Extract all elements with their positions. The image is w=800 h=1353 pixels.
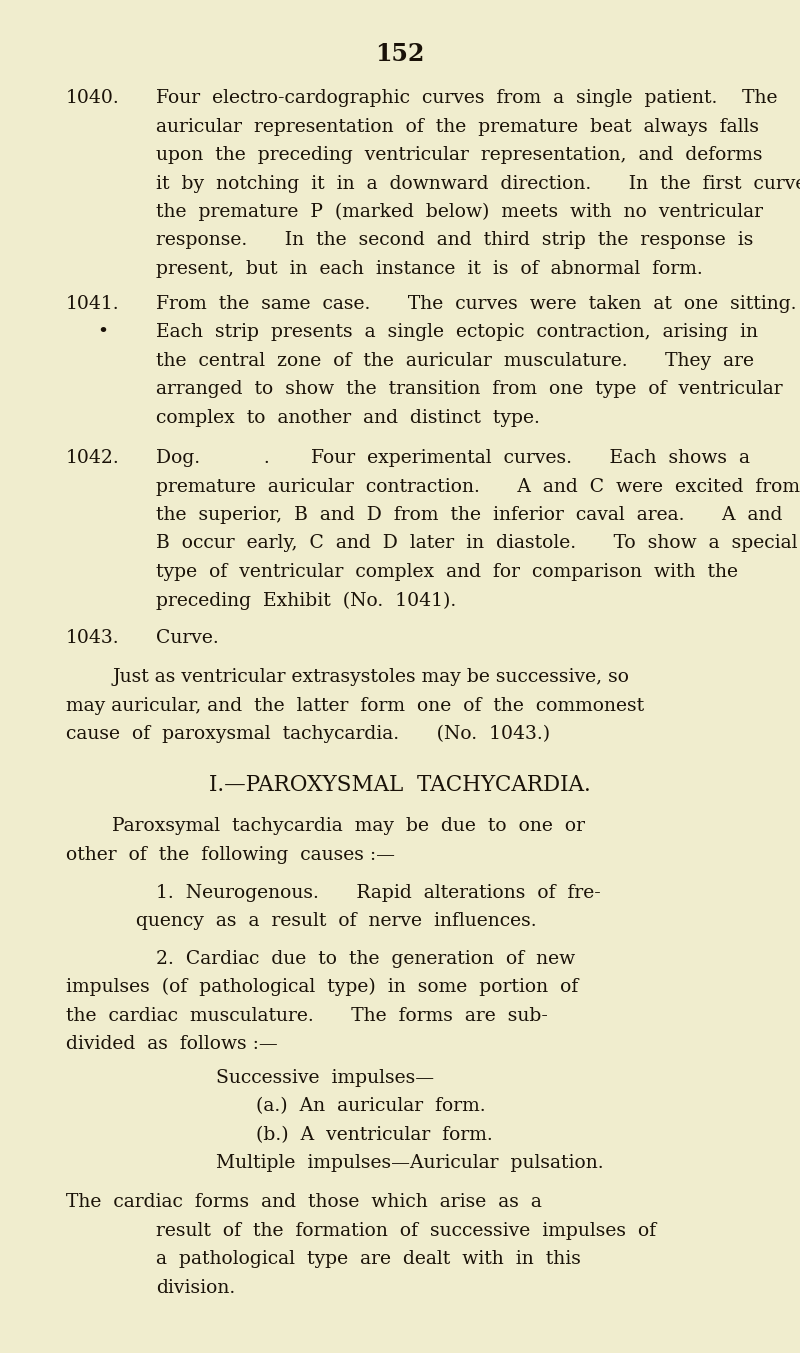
- Text: preceding  Exhibit  (No.  1041).: preceding Exhibit (No. 1041).: [156, 591, 456, 609]
- Text: Dog.     .   Four  experimental  curves.  Each  shows  a: Dog. . Four experimental curves. Each sh…: [156, 449, 750, 467]
- Text: auricular  representation  of  the  premature  beat  always  falls: auricular representation of the prematur…: [156, 118, 759, 135]
- Text: impulses  (of  pathological  type)  in  some  portion  of: impulses (of pathological type) in some …: [66, 978, 578, 996]
- Text: a  pathological  type  are  dealt  with  in  this: a pathological type are dealt with in th…: [156, 1250, 581, 1268]
- Text: Each  strip  presents  a  single  ectopic  contraction,  arising  in: Each strip presents a single ectopic con…: [156, 323, 758, 341]
- Text: 1042.: 1042.: [66, 449, 119, 467]
- Text: arranged  to  show  the  transition  from  one  type  of  ventricular: arranged to show the transition from one…: [156, 380, 782, 398]
- Text: 1043.: 1043.: [66, 629, 119, 647]
- Text: Successive  impulses—: Successive impulses—: [216, 1069, 434, 1086]
- Text: (b.)  A  ventricular  form.: (b.) A ventricular form.: [256, 1126, 493, 1143]
- Text: 1041.: 1041.: [66, 295, 119, 313]
- Text: Just as ventricular extrasystoles may be successive, so: Just as ventricular extrasystoles may be…: [112, 668, 629, 686]
- Text: the  central  zone  of  the  auricular  musculature.  They  are: the central zone of the auricular muscul…: [156, 352, 754, 369]
- Text: may auricular, and  the  latter  form  one  of  the  commonest: may auricular, and the latter form one o…: [66, 697, 644, 714]
- Text: the  premature  P  (marked  below)  meets  with  no  ventricular: the premature P (marked below) meets wit…: [156, 203, 763, 221]
- Text: Curve.: Curve.: [156, 629, 218, 647]
- Text: Multiple  impulses—Auricular  pulsation.: Multiple impulses—Auricular pulsation.: [216, 1154, 604, 1172]
- Text: Paroxsymal  tachycardia  may  be  due  to  one  or: Paroxsymal tachycardia may be due to one…: [112, 817, 585, 835]
- Text: quency  as  a  result  of  nerve  influences.: quency as a result of nerve influences.: [136, 912, 537, 930]
- Text: 152: 152: [375, 42, 425, 66]
- Text: upon  the  preceding  ventricular  representation,  and  deforms: upon the preceding ventricular represent…: [156, 146, 762, 164]
- Text: premature  auricular  contraction.  A  and  C  were  excited  from: premature auricular contraction. A and C…: [156, 478, 800, 495]
- Text: From  the  same  case.  The  curves  were  taken  at  one  sitting.: From the same case. The curves were take…: [156, 295, 797, 313]
- Text: I.—PAROXYSMAL  TACHYCARDIA.: I.—PAROXYSMAL TACHYCARDIA.: [209, 774, 591, 796]
- Text: 1040.: 1040.: [66, 89, 119, 107]
- Text: 2.  Cardiac  due  to  the  generation  of  new: 2. Cardiac due to the generation of new: [156, 950, 575, 967]
- Text: (a.)  An  auricular  form.: (a.) An auricular form.: [256, 1097, 486, 1115]
- Text: B  occur  early,  C  and  D  later  in  diastole.  To  show  a  special: B occur early, C and D later in diastole…: [156, 534, 798, 552]
- Text: cause  of  paroxysmal  tachycardia.  (No.  1043.): cause of paroxysmal tachycardia. (No. 10…: [66, 725, 550, 743]
- Text: division.: division.: [156, 1279, 235, 1296]
- Text: other  of  the  following  causes :—: other of the following causes :—: [66, 846, 394, 863]
- Text: •: •: [98, 323, 109, 341]
- Text: present,  but  in  each  instance  it  is  of  abnormal  form.: present, but in each instance it is of a…: [156, 260, 702, 277]
- Text: The  cardiac  forms  and  those  which  arise  as  a: The cardiac forms and those which arise …: [66, 1193, 542, 1211]
- Text: the  cardiac  musculature.  The  forms  are  sub-: the cardiac musculature. The forms are s…: [66, 1007, 547, 1024]
- Text: Four  electro-cardographic  curves  from  a  single  patient.  The: Four electro-cardographic curves from a …: [156, 89, 778, 107]
- Text: result  of  the  formation  of  successive  impulses  of: result of the formation of successive im…: [156, 1222, 656, 1239]
- Text: response.  In  the  second  and  third  strip  the  response  is: response. In the second and third strip …: [156, 231, 754, 249]
- Text: complex  to  another  and  distinct  type.: complex to another and distinct type.: [156, 409, 540, 426]
- Text: type  of  ventricular  complex  and  for  comparison  with  the: type of ventricular complex and for comp…: [156, 563, 738, 580]
- Text: it  by  notching  it  in  a  downward  direction.  In  the  first  curve: it by notching it in a downward directio…: [156, 175, 800, 192]
- Text: divided  as  follows :—: divided as follows :—: [66, 1035, 278, 1053]
- Text: the  superior,  B  and  D  from  the  inferior  caval  area.  A  and: the superior, B and D from the inferior …: [156, 506, 782, 524]
- Text: 1.  Neurogenous.  Rapid  alterations  of  fre-: 1. Neurogenous. Rapid alterations of fre…: [156, 884, 601, 901]
